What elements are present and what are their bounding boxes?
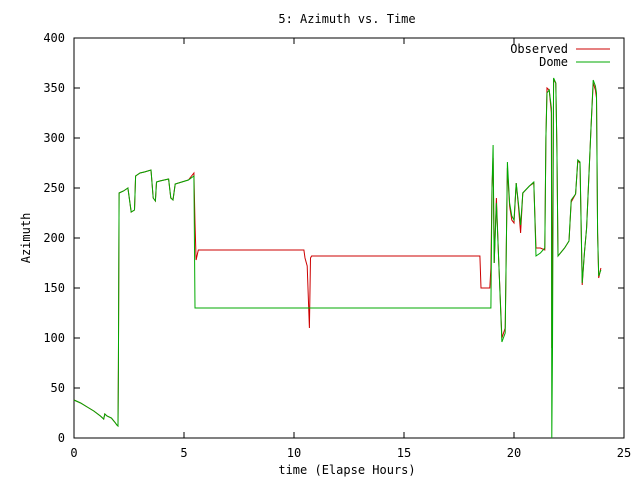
y-axis: 0 50 100 150 200 250 300 350 400: [43, 31, 624, 445]
y-tick-label: 150: [43, 281, 65, 295]
x-tick-label: 0: [70, 446, 77, 460]
series-layer: [73, 77, 602, 439]
y-tick-label: 400: [43, 31, 65, 45]
plot-frame: [73, 37, 625, 439]
legend: Observed Dome: [510, 42, 610, 69]
series-line-dome: [73, 77, 602, 439]
y-tick-label: 200: [43, 231, 65, 245]
series-line-observed: [73, 78, 602, 428]
y-axis-label: Azimuth: [19, 213, 33, 264]
y-tick-label: 100: [43, 331, 65, 345]
y-tick-label: 250: [43, 181, 65, 195]
x-axis-label: time (Elapse Hours): [278, 463, 415, 477]
chart-title: 5: Azimuth vs. Time: [278, 12, 415, 26]
x-tick-label: 10: [287, 446, 301, 460]
y-tick-label: 50: [51, 381, 65, 395]
legend-label-dome: Dome: [539, 55, 568, 69]
y-tick-label: 300: [43, 131, 65, 145]
x-tick-label: 15: [397, 446, 411, 460]
y-tick-label: 0: [58, 431, 65, 445]
x-axis: 0 5 10 15 20 25: [70, 38, 631, 460]
x-tick-label: 5: [180, 446, 187, 460]
y-tick-label: 350: [43, 81, 65, 95]
x-tick-label: 20: [507, 446, 521, 460]
legend-label-observed: Observed: [510, 42, 568, 56]
x-tick-label: 25: [617, 446, 631, 460]
